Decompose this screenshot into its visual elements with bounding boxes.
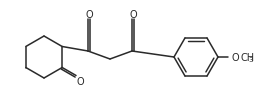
Text: 3: 3 bbox=[248, 57, 253, 63]
Text: O: O bbox=[231, 53, 238, 62]
Text: O: O bbox=[76, 76, 84, 86]
Text: O: O bbox=[129, 10, 137, 20]
Text: O: O bbox=[85, 10, 93, 20]
Text: CH: CH bbox=[240, 53, 254, 62]
